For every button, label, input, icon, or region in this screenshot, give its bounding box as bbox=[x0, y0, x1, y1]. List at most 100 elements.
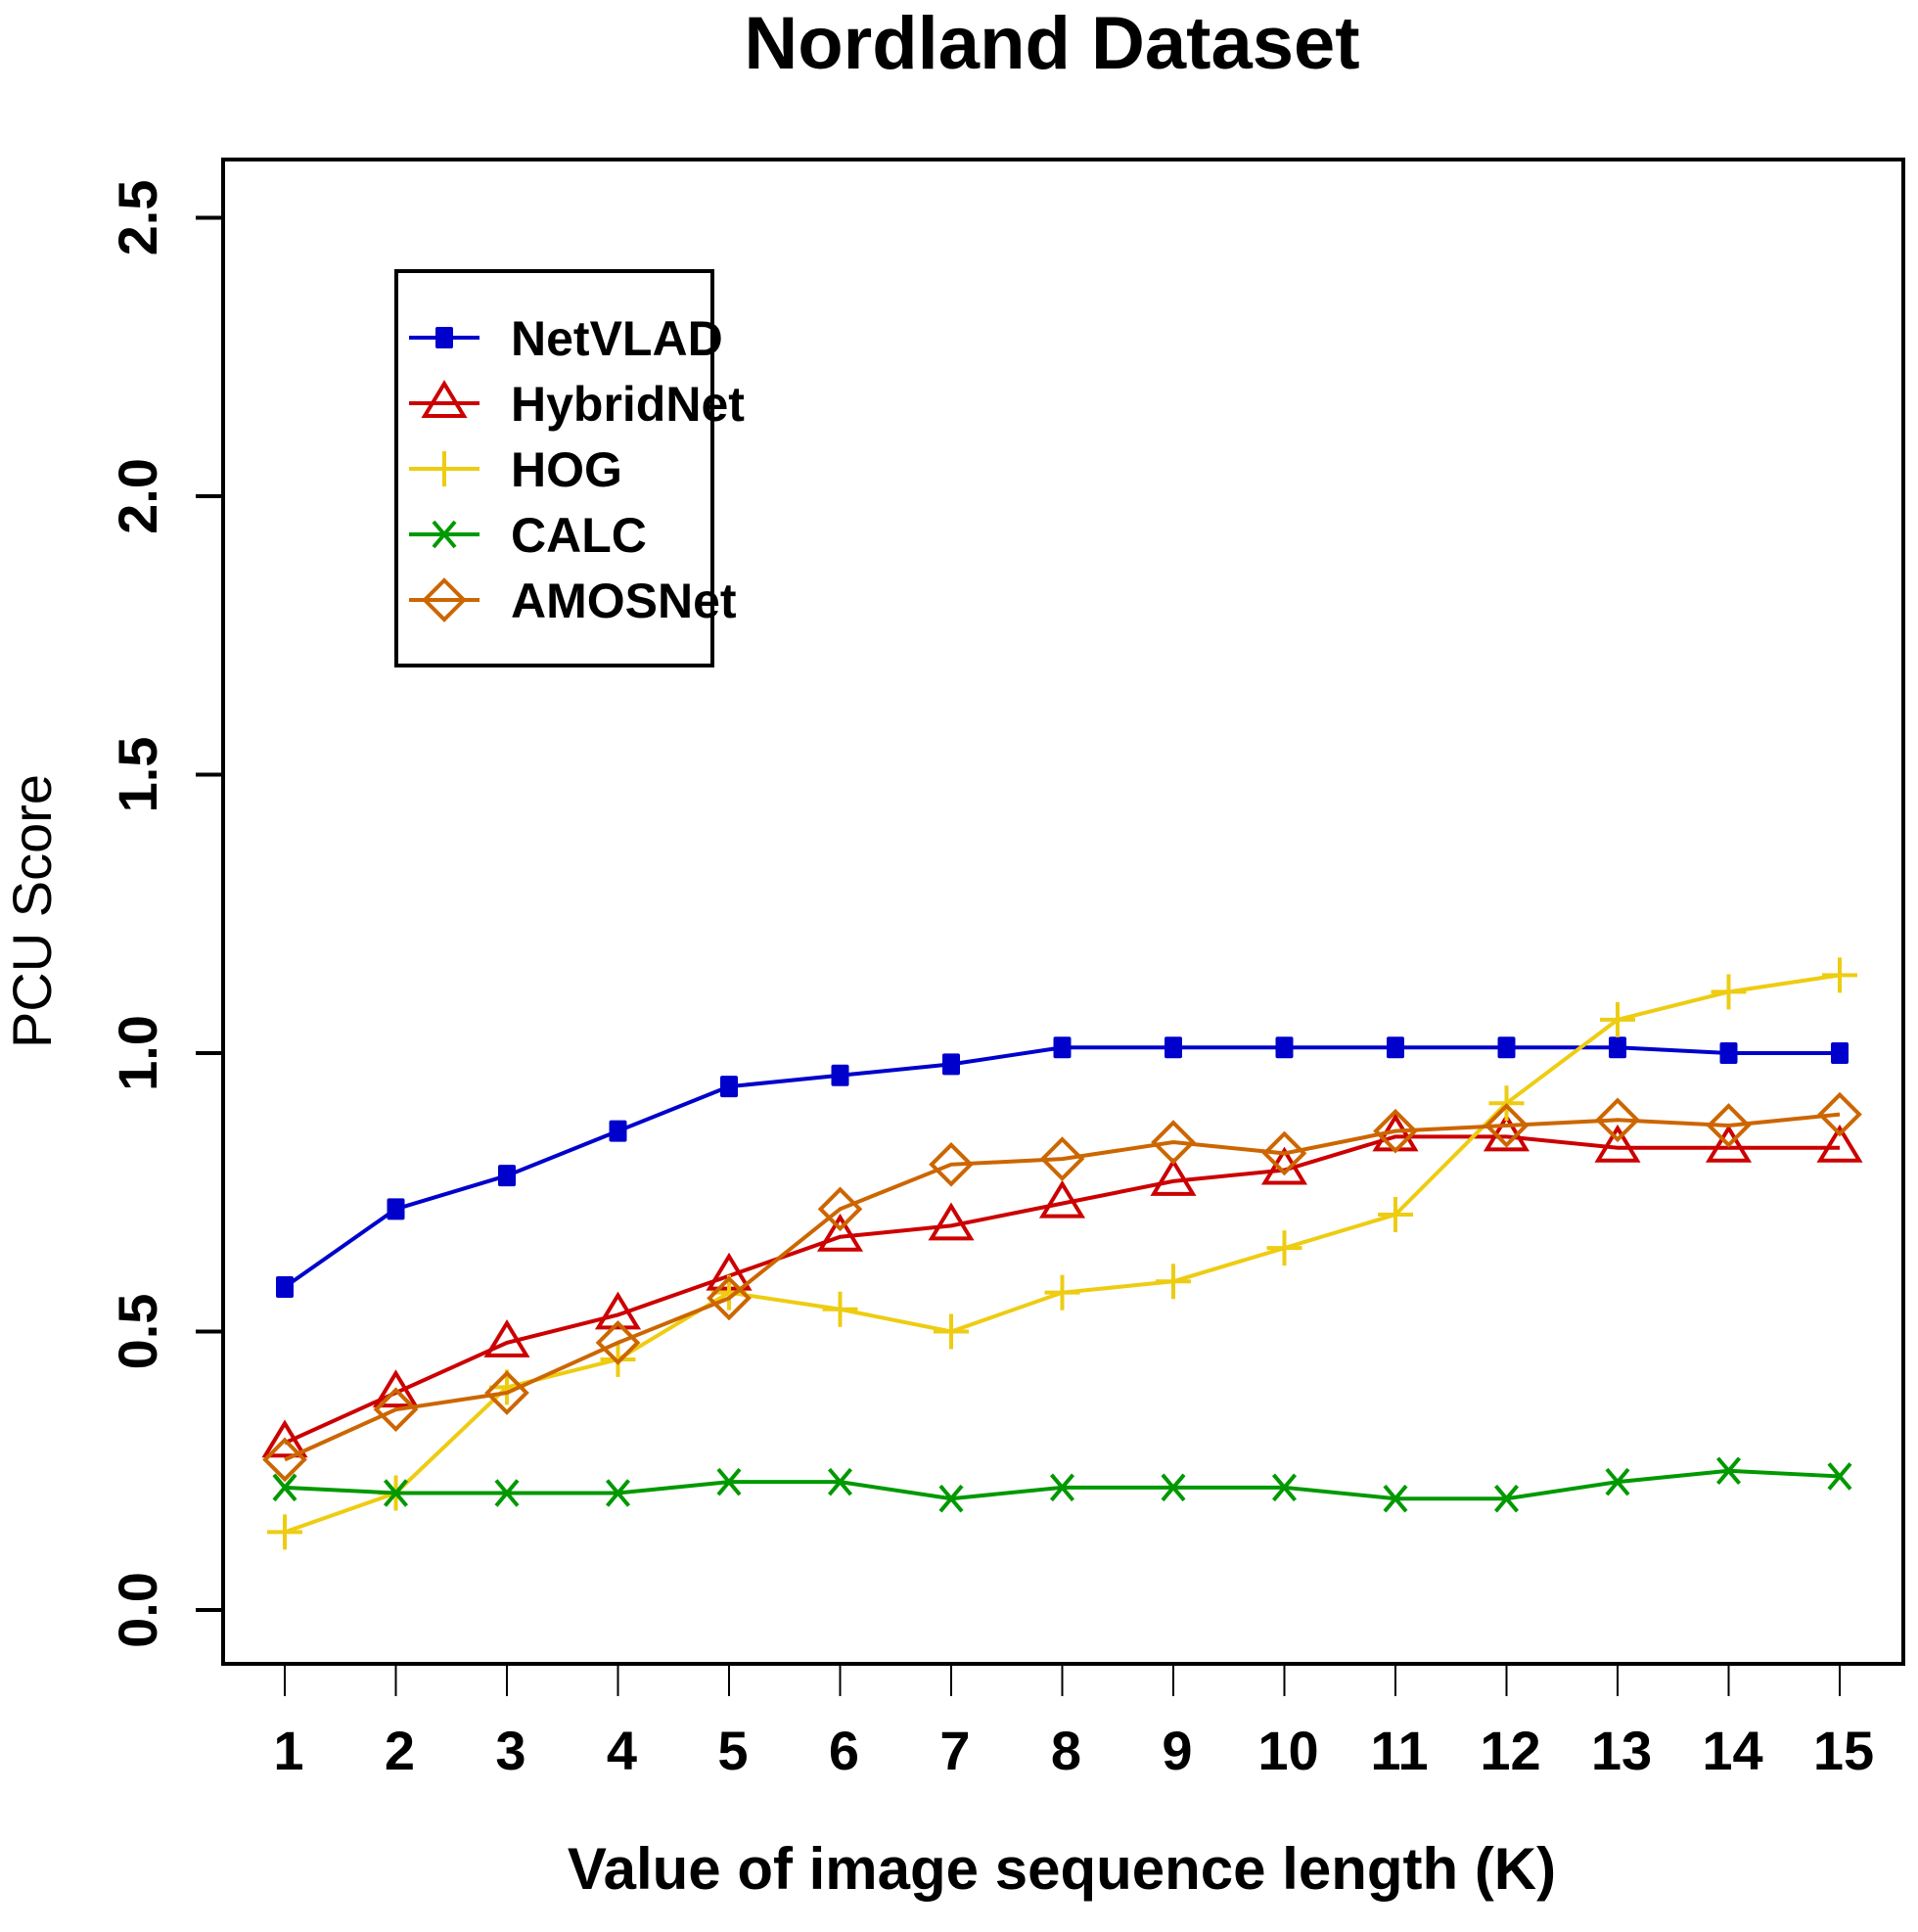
series-amosnet bbox=[262, 1091, 1862, 1483]
diamond-marker-icon bbox=[1261, 1130, 1307, 1176]
chart-title: Nordland Dataset bbox=[744, 2, 1359, 85]
x-marker-icon bbox=[1049, 1473, 1075, 1502]
plus-marker-icon bbox=[1156, 1264, 1191, 1300]
square-marker-icon bbox=[1497, 1036, 1516, 1059]
x-marker-icon bbox=[432, 520, 457, 549]
diamond-marker-icon bbox=[1484, 1103, 1530, 1148]
diamond-marker-icon bbox=[484, 1370, 529, 1415]
diamond-marker-icon bbox=[707, 1275, 752, 1321]
diamond-marker-icon bbox=[595, 1320, 641, 1365]
x-marker-icon bbox=[716, 1467, 742, 1496]
series-calc bbox=[272, 1456, 1852, 1513]
square-marker-icon bbox=[609, 1120, 627, 1142]
x-tick-label: 15 bbox=[1813, 1720, 1874, 1781]
y-tick-label: 0.5 bbox=[107, 1294, 168, 1370]
x-tick-label: 8 bbox=[1051, 1720, 1081, 1781]
x-marker-icon bbox=[1493, 1484, 1520, 1513]
x-tick-label: 14 bbox=[1702, 1720, 1762, 1781]
plus-marker-icon bbox=[1266, 1230, 1302, 1266]
triangle-marker-icon bbox=[594, 1291, 642, 1330]
diamond-marker-icon bbox=[422, 577, 467, 622]
diamond-marker-icon bbox=[1151, 1120, 1196, 1165]
legend-label: CALC bbox=[511, 508, 647, 563]
square-marker-icon bbox=[387, 1198, 405, 1220]
x-marker-icon bbox=[1383, 1484, 1408, 1513]
plus-marker-icon bbox=[1600, 1001, 1635, 1037]
square-marker-icon bbox=[1164, 1036, 1182, 1059]
legend-label: AMOSNet bbox=[511, 574, 737, 628]
x-tick-label: 12 bbox=[1480, 1720, 1540, 1781]
legend-label: HybridNet bbox=[511, 377, 745, 432]
diamond-marker-icon bbox=[373, 1387, 419, 1432]
square-marker-icon bbox=[720, 1076, 738, 1098]
x-tick-label: 3 bbox=[495, 1720, 525, 1781]
series-line bbox=[283, 1045, 1840, 1289]
diamond-marker-icon bbox=[1706, 1103, 1752, 1148]
square-marker-icon bbox=[1609, 1036, 1626, 1059]
x-tick-label: 1 bbox=[273, 1720, 303, 1781]
series-netvlad bbox=[276, 1036, 1849, 1298]
diamond-marker-icon bbox=[1595, 1097, 1640, 1143]
triangle-marker-icon bbox=[1150, 1158, 1197, 1196]
x-axis: 1 2 3 4 5 6 7 8 9 10 11 12 13 14 15 bbox=[273, 1664, 1874, 1781]
x-marker-icon bbox=[1271, 1473, 1298, 1502]
plus-marker-icon bbox=[1711, 974, 1747, 1010]
series-group bbox=[261, 957, 1863, 1550]
legend: NetVLAD HybridNet HOG CALC AMOSNet bbox=[394, 269, 745, 667]
diamond-marker-icon bbox=[817, 1186, 863, 1232]
x-marker-icon bbox=[272, 1473, 297, 1502]
x-marker-icon bbox=[494, 1479, 520, 1507]
legend-item-calc: CALC bbox=[409, 508, 647, 563]
series-line bbox=[284, 1134, 1840, 1446]
square-marker-icon bbox=[435, 327, 453, 348]
square-marker-icon bbox=[1387, 1036, 1404, 1059]
x-marker-icon bbox=[383, 1479, 409, 1507]
x-marker-icon bbox=[938, 1484, 964, 1513]
square-marker-icon bbox=[1275, 1036, 1294, 1059]
square-marker-icon bbox=[1053, 1036, 1072, 1059]
x-marker-icon bbox=[605, 1479, 631, 1507]
legend-item-amosnet: AMOSNet bbox=[409, 574, 737, 628]
plus-marker-icon bbox=[934, 1313, 969, 1350]
x-marker-icon bbox=[1827, 1462, 1852, 1491]
x-marker-icon bbox=[1715, 1456, 1742, 1486]
series-hybridnet bbox=[261, 1113, 1863, 1458]
square-marker-icon bbox=[1719, 1042, 1738, 1064]
plus-marker-icon bbox=[1822, 957, 1857, 993]
x-tick-label: 5 bbox=[717, 1720, 748, 1781]
x-marker-icon bbox=[827, 1467, 853, 1496]
y-tick-label: 1.0 bbox=[107, 1015, 168, 1091]
series-line bbox=[284, 973, 1841, 1535]
triangle-marker-icon bbox=[1705, 1124, 1753, 1163]
series-line bbox=[284, 1112, 1841, 1462]
diamond-marker-icon bbox=[1039, 1136, 1085, 1181]
square-marker-icon bbox=[498, 1165, 516, 1187]
square-marker-icon bbox=[1831, 1042, 1849, 1064]
diamond-marker-icon bbox=[929, 1141, 974, 1187]
plus-marker-icon bbox=[600, 1341, 636, 1377]
legend-item-hybridnet: HybridNet bbox=[409, 377, 745, 432]
x-marker-icon bbox=[1161, 1473, 1186, 1502]
triangle-marker-icon bbox=[1594, 1124, 1641, 1163]
legend-label: NetVLAD bbox=[511, 311, 723, 366]
x-tick-label: 10 bbox=[1257, 1720, 1318, 1781]
triangle-marker-icon bbox=[816, 1213, 864, 1252]
triangle-marker-icon bbox=[372, 1369, 420, 1408]
x-tick-label: 9 bbox=[1162, 1720, 1192, 1781]
legend-item-hog: HOG bbox=[409, 442, 622, 497]
legend-label: HOG bbox=[511, 442, 622, 497]
x-tick-label: 7 bbox=[939, 1720, 970, 1781]
square-marker-icon bbox=[276, 1275, 294, 1298]
y-tick-label: 0.0 bbox=[107, 1572, 168, 1648]
y-axis: 0.0 0.5 1.0 1.5 2.0 2.5 bbox=[107, 180, 223, 1648]
square-marker-icon bbox=[831, 1064, 849, 1086]
plus-marker-icon bbox=[427, 451, 462, 486]
triangle-marker-icon bbox=[1038, 1179, 1086, 1219]
plus-marker-icon bbox=[822, 1291, 858, 1327]
diamond-marker-icon bbox=[262, 1437, 307, 1483]
triangle-marker-icon bbox=[261, 1419, 308, 1458]
x-tick-label: 11 bbox=[1370, 1720, 1428, 1781]
x-tick-label: 2 bbox=[385, 1720, 415, 1781]
x-tick-label: 13 bbox=[1591, 1720, 1652, 1781]
